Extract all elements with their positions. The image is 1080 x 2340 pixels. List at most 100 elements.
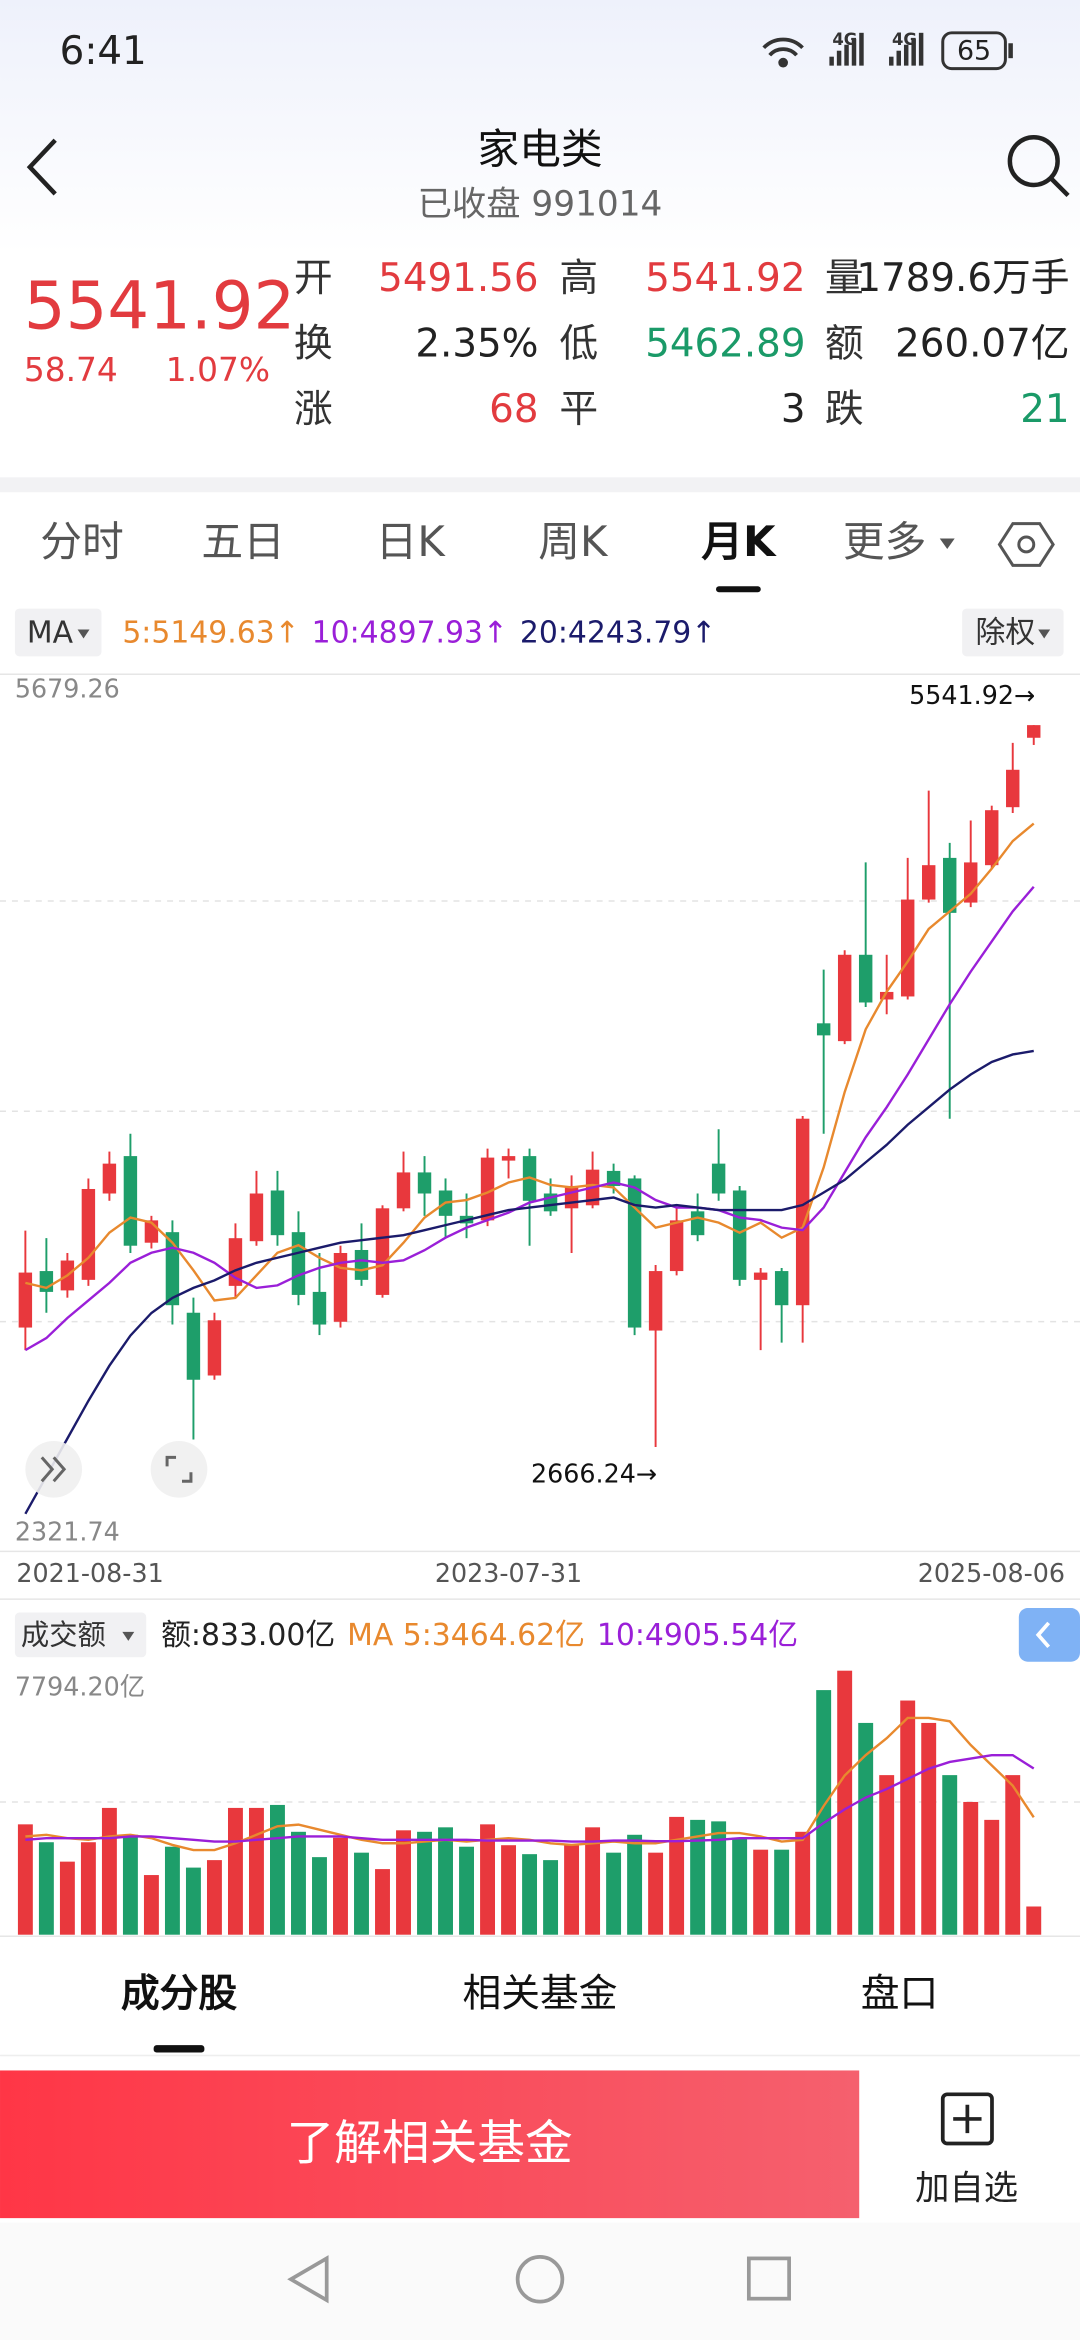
candle-body <box>669 1220 684 1272</box>
bottom-tab[interactable]: 相关基金 <box>462 1971 617 2016</box>
top-background <box>0 0 1080 254</box>
dropdown-arrow <box>939 538 955 549</box>
back-button[interactable] <box>26 138 57 196</box>
volume-bar <box>564 1845 580 1935</box>
primary-button-label: 了解相关基金 <box>286 2117 572 2172</box>
candle-body <box>711 1163 726 1194</box>
volume-bar <box>122 1834 138 1935</box>
fullscreen-icon <box>165 1455 193 1483</box>
candle-body <box>648 1271 663 1331</box>
search-button[interactable] <box>1007 134 1070 197</box>
volume-bar <box>396 1830 411 1935</box>
candle-body <box>249 1193 264 1242</box>
volume-bar <box>333 1837 348 1935</box>
volume-legend: 额:833.00亿 MA 5:3464.62亿 10:4905.54亿 <box>161 1618 798 1653</box>
status-time: 6:41 <box>60 29 147 74</box>
candle-body <box>81 1188 96 1280</box>
volume-bar <box>501 1845 517 1935</box>
chart-settings-button[interactable] <box>997 522 1055 567</box>
dropdown-arrow <box>77 629 90 639</box>
volume-bar <box>17 1824 33 1935</box>
volume-bar <box>417 1831 432 1935</box>
candle-body <box>753 1272 768 1280</box>
volume-bar <box>312 1857 327 1935</box>
volume-type-button[interactable] <box>14 1612 147 1658</box>
legend-entry: 20:4243.79↑ <box>520 615 716 650</box>
side-panel-button[interactable] <box>1018 1608 1080 1662</box>
volume-bar <box>354 1852 369 1935</box>
active-tab-indicator <box>153 2045 205 2053</box>
volume-bar <box>206 1860 222 1935</box>
bottom-tab[interactable]: 盘口 <box>861 1971 939 2016</box>
candle-body <box>837 954 852 1042</box>
volume-bar <box>543 1860 559 1935</box>
watchlist-button[interactable]: 加自选 <box>915 2092 1018 2208</box>
active-tab-indicator <box>716 586 761 593</box>
stat-label: 高 <box>559 256 598 301</box>
price-change: 58.74 <box>24 351 118 389</box>
candle-body <box>964 862 978 903</box>
candle-body <box>627 1178 642 1328</box>
candle-body <box>333 1252 348 1322</box>
stat-value: 68 <box>489 387 538 432</box>
period-tab[interactable]: 月K <box>701 517 777 566</box>
bottom-tabs: 成分股 相关基金 盘口 <box>121 1971 939 2053</box>
y-tick-label: 2321.74 <box>15 1516 120 1546</box>
candle-body <box>186 1312 201 1380</box>
fullscreen-button[interactable] <box>150 1440 208 1498</box>
primary-button[interactable] <box>0 2070 860 2219</box>
battery-icon <box>941 31 1007 71</box>
period-tab[interactable]: 分时 <box>40 517 123 566</box>
stat-label: 低 <box>559 322 598 367</box>
volume-bar <box>984 1819 1000 1935</box>
candle-body <box>943 857 957 913</box>
volume-bar <box>459 1846 474 1935</box>
candle-body <box>690 1211 705 1236</box>
period-tab[interactable]: 更多 <box>843 517 927 566</box>
bottom-tab[interactable]: 成分股 <box>121 1971 238 2016</box>
candle-body <box>375 1208 390 1295</box>
ma-button-label: MA <box>27 615 74 650</box>
candle-body <box>123 1156 138 1246</box>
period-tab[interactable]: 周K <box>538 517 609 566</box>
ma-button[interactable] <box>14 608 102 657</box>
period-tab[interactable]: 五日 <box>201 517 284 566</box>
watchlist-label: 加自选 <box>915 2168 1018 2208</box>
candle-body <box>879 991 894 1000</box>
stat-label: 额 <box>825 322 864 367</box>
candle-body <box>102 1163 117 1194</box>
nav-recents[interactable] <box>746 2256 791 2301</box>
stat-value: 5491.56 <box>378 256 538 301</box>
adjust-button-label: 除权 <box>976 615 1036 650</box>
volume-bar <box>963 1801 979 1935</box>
volume-bar <box>164 1846 180 1935</box>
stat-value: 260.07亿 <box>895 322 1069 367</box>
volume-bar <box>921 1722 937 1935</box>
period-tab[interactable]: 日K <box>376 517 447 566</box>
candle-body <box>480 1157 495 1221</box>
nav-home[interactable] <box>515 2255 565 2304</box>
volume-bar <box>522 1854 538 1935</box>
candle-body <box>396 1172 411 1209</box>
candle-body <box>1027 725 1041 738</box>
candle-body <box>900 899 915 997</box>
y-tick-label: 5679.26 <box>15 674 120 704</box>
x-tick-label: 2023-07-31 <box>435 1558 582 1588</box>
volume-value: 额:833.00亿 <box>161 1618 335 1653</box>
candle-body <box>795 1118 810 1306</box>
volume-bar <box>837 1670 853 1935</box>
candle-body <box>1006 769 1020 808</box>
nav-back[interactable] <box>287 2255 329 2304</box>
adjust-button[interactable] <box>962 608 1064 657</box>
stat-label: 平 <box>559 387 598 432</box>
volume-bar <box>648 1852 664 1935</box>
side-panel-icon <box>1035 1621 1051 1649</box>
volume-bar <box>900 1700 916 1935</box>
ma-line <box>25 1753 1035 1843</box>
volume-bar <box>774 1849 790 1935</box>
stat-value: 5541.92 <box>645 256 805 301</box>
stat-value: 2.35% <box>415 322 538 367</box>
volume-bar <box>1005 1775 1021 1935</box>
